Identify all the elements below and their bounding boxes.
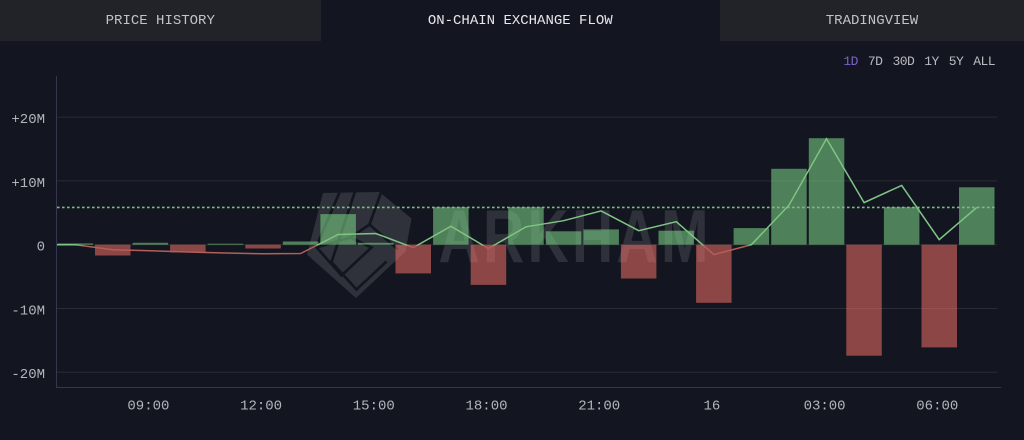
svg-text:16: 16 (703, 399, 720, 415)
svg-text:-20M: -20M (11, 367, 45, 383)
svg-text:06:00: 06:00 (916, 399, 958, 415)
svg-text:09:00: 09:00 (127, 399, 169, 415)
svg-text:+20M: +20M (11, 112, 45, 128)
svg-text:+10M: +10M (11, 176, 45, 192)
svg-text:15:00: 15:00 (353, 399, 395, 415)
svg-text:12:00: 12:00 (240, 399, 282, 415)
svg-text:03:00: 03:00 (804, 399, 846, 415)
svg-text:-10M: -10M (11, 303, 45, 319)
svg-text:0: 0 (37, 240, 45, 256)
svg-text:18:00: 18:00 (465, 399, 507, 415)
svg-text:21:00: 21:00 (578, 399, 620, 415)
